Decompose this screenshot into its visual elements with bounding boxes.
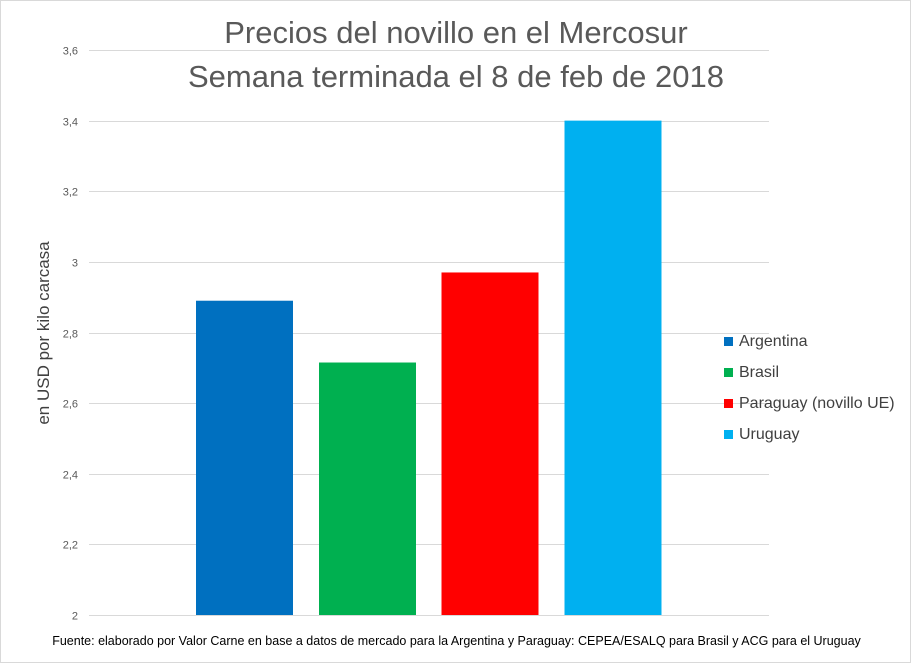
y-tick-label: 3 <box>72 258 78 270</box>
y-tick-label: 2 <box>72 611 78 623</box>
legend-item: Paraguay (novillo UE) <box>724 388 895 419</box>
legend-item: Argentina <box>724 326 895 357</box>
bar-argentina <box>196 300 293 615</box>
y-tick-label: 2,6 <box>63 399 78 411</box>
y-axis-label: en USD por kilo carcasa <box>34 241 53 425</box>
source-note: Fuente: elaborado por Valor Carne en bas… <box>52 634 861 648</box>
legend-label: Brasil <box>739 363 780 381</box>
legend-swatch <box>724 430 733 439</box>
bar-paraguay <box>441 272 539 615</box>
legend-label: Paraguay (novillo UE) <box>739 394 895 412</box>
y-tick-label: 3,2 <box>63 187 78 199</box>
chart-title: Precios del novillo en el Mercosur <box>224 15 688 50</box>
legend-swatch <box>724 368 733 377</box>
y-tick-label: 3,6 <box>63 46 78 58</box>
legend-swatch <box>724 337 733 346</box>
gridlines <box>89 50 769 616</box>
bars <box>196 120 662 615</box>
legend-label: Argentina <box>739 332 808 350</box>
y-tick-label: 2,2 <box>63 540 78 552</box>
legend-swatch <box>724 399 733 408</box>
legend-label: Uruguay <box>739 425 800 443</box>
legend-item: Brasil <box>724 357 895 388</box>
legend-item: Uruguay <box>724 419 895 450</box>
bar-uruguay <box>564 120 662 615</box>
y-tick-label: 2,4 <box>63 470 78 482</box>
bar-brasil <box>319 362 416 615</box>
y-axis-ticks: 2 2,2 2,4 2,6 2,8 3 3,2 3,4 3,6 <box>63 46 78 623</box>
legend: Argentina Brasil Paraguay (novillo UE) Urug… <box>724 326 895 450</box>
y-tick-label: 2,8 <box>63 329 78 341</box>
chart-subtitle: Semana terminada el 8 de feb de 2018 <box>188 59 724 94</box>
y-tick-label: 3,4 <box>63 117 78 129</box>
